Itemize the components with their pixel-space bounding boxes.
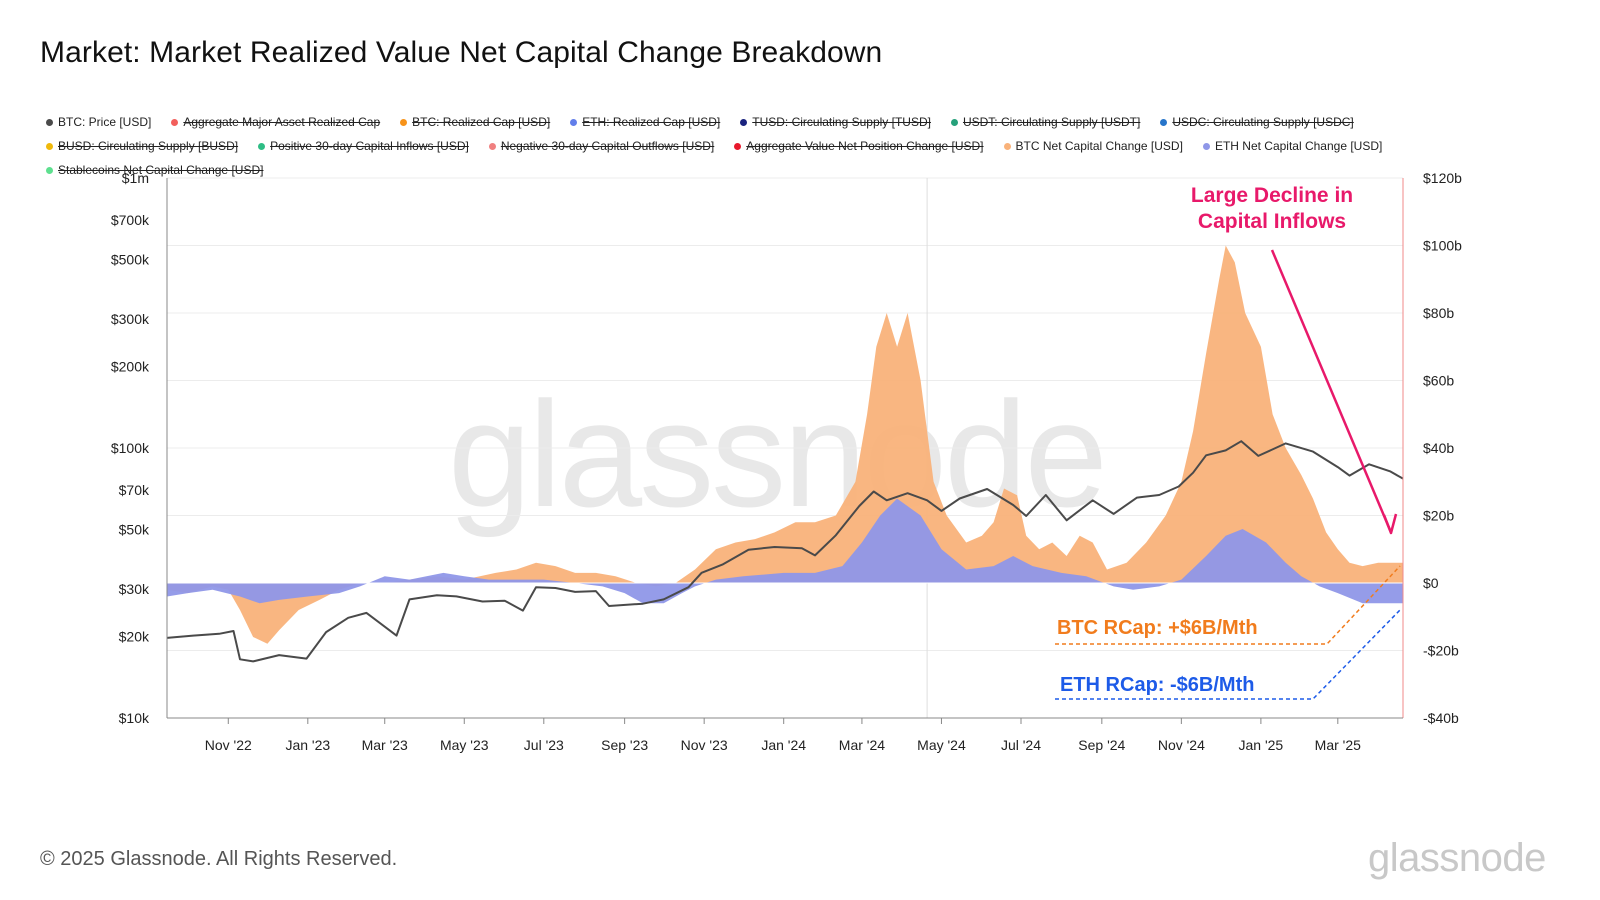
- left-tick-label: $200k: [111, 359, 150, 375]
- right-tick-label: $20b: [1423, 508, 1454, 524]
- annotation-decline: Large Decline in Capital Inflows: [1191, 184, 1353, 233]
- legend-label: ETH Net Capital Change [USD]: [1214, 139, 1383, 153]
- legend-dot-icon: [1003, 142, 1011, 150]
- x-tick-label: Sep '23: [601, 737, 648, 753]
- legend-dot-icon: [1160, 118, 1168, 126]
- legend-dot-icon: [950, 118, 958, 126]
- legend-dot-icon: [400, 118, 408, 126]
- eth-net-capital-area: [167, 498, 1403, 604]
- legend-item[interactable]: Positive 30-day Capital Inflows [USD]: [258, 134, 469, 158]
- right-tick-label: $120b: [1423, 170, 1462, 186]
- right-tick-label: $40b: [1423, 440, 1454, 456]
- x-tick-label: Jan '23: [285, 737, 330, 753]
- x-tick-label: Sep '24: [1078, 737, 1125, 753]
- brand-logo: glassnode: [1368, 836, 1546, 880]
- copyright-footer: © 2025 Glassnode. All Rights Reserved.: [40, 848, 398, 870]
- right-tick-label: $60b: [1423, 373, 1454, 389]
- chart-legend: BTC: Price [USD] Aggregate Major Asset Re…: [46, 110, 1506, 182]
- legend-dot-icon: [258, 142, 266, 150]
- legend-label: Positive 30-day Capital Inflows [USD]: [270, 139, 469, 153]
- legend-label: BUSD: Circulating Supply [BUSD]: [58, 139, 239, 153]
- x-tick-label: Nov '22: [205, 737, 252, 753]
- legend-item[interactable]: BTC: Realized Cap [USD]: [400, 110, 550, 134]
- left-tick-label: $700k: [111, 212, 150, 228]
- right-tick-label: $0: [1423, 575, 1439, 591]
- legend-label: BTC: Price [USD]: [58, 115, 152, 129]
- legend-label: Aggregate Value Net Position Change [USD…: [746, 139, 984, 153]
- left-tick-label: $100k: [111, 440, 150, 456]
- legend-item[interactable]: Aggregate Major Asset Realized Cap: [171, 110, 380, 134]
- left-tick-label: $30k: [119, 581, 150, 597]
- x-tick-label: May '23: [440, 737, 489, 753]
- legend-row: BTC: Price [USD] Aggregate Major Asset Re…: [46, 110, 1506, 134]
- x-tick-label: May '24: [917, 737, 966, 753]
- legend-item[interactable]: Stablecoins Net Capital Change [USD]: [46, 158, 263, 182]
- legend-row: Stablecoins Net Capital Change [USD]: [46, 158, 1506, 182]
- x-tick-label: Jul '24: [1001, 737, 1041, 753]
- left-tick-label: $300k: [111, 311, 150, 327]
- right-tick-label: -$40b: [1423, 710, 1459, 726]
- legend-dot-icon: [171, 118, 179, 126]
- left-tick-label: $50k: [119, 521, 150, 537]
- legend-item[interactable]: USDT: Circulating Supply [USDT]: [950, 110, 1141, 134]
- right-tick-label: $80b: [1423, 305, 1454, 321]
- legend-dot-icon: [46, 142, 53, 150]
- legend-row: BUSD: Circulating Supply [BUSD] Positive …: [46, 134, 1506, 158]
- legend-label: Aggregate Major Asset Realized Cap: [183, 115, 381, 129]
- btc-net-capital-area: [167, 245, 1403, 644]
- legend-item[interactable]: ETH: Realized Cap [USD]: [570, 110, 720, 134]
- left-tick-label: $500k: [111, 251, 150, 267]
- eth-rcap-guide: [1055, 609, 1401, 700]
- left-tick-label: $70k: [119, 482, 150, 498]
- right-tick-label: -$20b: [1423, 643, 1459, 659]
- x-tick-label: Jan '24: [761, 737, 806, 753]
- legend-item[interactable]: BUSD: Circulating Supply [BUSD]: [46, 134, 238, 158]
- legend-dot-icon: [488, 142, 496, 150]
- legend-label: ETH: Realized Cap [USD]: [582, 115, 721, 129]
- x-tick-label: Mar '24: [839, 737, 885, 753]
- btc-rcap-guide: [1055, 565, 1401, 645]
- right-tick-label: $100b: [1423, 238, 1462, 254]
- decline-arrow-line: [1270, 249, 1392, 531]
- legend-dot-icon: [740, 118, 748, 126]
- x-tick-label: Jan '25: [1239, 737, 1284, 753]
- legend-dot-icon: [734, 142, 742, 150]
- x-tick-label: Mar '25: [1315, 737, 1361, 753]
- legend-dot-icon: [46, 118, 53, 126]
- legend-item[interactable]: BTC Net Capital Change [USD]: [1003, 134, 1183, 158]
- legend-item[interactable]: TUSD: Circulating Supply [TUSD]: [740, 110, 931, 134]
- legend-dot-icon: [570, 118, 578, 126]
- left-tick-label: $10k: [119, 710, 150, 726]
- legend-item[interactable]: Aggregate Value Net Position Change [USD…: [734, 134, 984, 158]
- legend-label: TUSD: Circulating Supply [TUSD]: [752, 115, 931, 129]
- legend-label: USDC: Circulating Supply [USDC]: [1172, 115, 1354, 129]
- x-tick-label: Mar '23: [362, 737, 408, 753]
- legend-label: BTC: Realized Cap [USD]: [412, 115, 551, 129]
- legend-dot-icon: [46, 166, 53, 174]
- page-title: Market: Market Realized Value Net Capita…: [40, 36, 883, 69]
- annotation-btc-rcap: BTC RCap: +$6B/Mth: [1057, 617, 1258, 639]
- legend-label: USDT: Circulating Supply [USDT]: [962, 115, 1141, 129]
- legend-label: Stablecoins Net Capital Change [USD]: [58, 163, 264, 177]
- x-tick-label: Nov '23: [681, 737, 728, 753]
- annotation-eth-rcap: ETH RCap: -$6B/Mth: [1060, 674, 1254, 696]
- left-tick-label: $20k: [119, 629, 150, 645]
- legend-label: BTC Net Capital Change [USD]: [1015, 139, 1183, 153]
- decline-arrow-head: [1382, 513, 1398, 535]
- x-tick-label: Nov '24: [1158, 737, 1205, 753]
- legend-label: Negative 30-day Capital Outflows [USD]: [500, 139, 715, 153]
- legend-item[interactable]: USDC: Circulating Supply [USDC]: [1160, 110, 1354, 134]
- btc-price-line: [166, 440, 1404, 663]
- x-tick-label: Jul '23: [524, 737, 564, 753]
- legend-dot-icon: [1202, 142, 1210, 150]
- legend-item[interactable]: BTC: Price [USD]: [46, 110, 151, 134]
- left-tick-label: $1m: [122, 170, 149, 186]
- legend-item[interactable]: Negative 30-day Capital Outflows [USD]: [488, 134, 715, 158]
- legend-item[interactable]: ETH Net Capital Change [USD]: [1202, 134, 1383, 158]
